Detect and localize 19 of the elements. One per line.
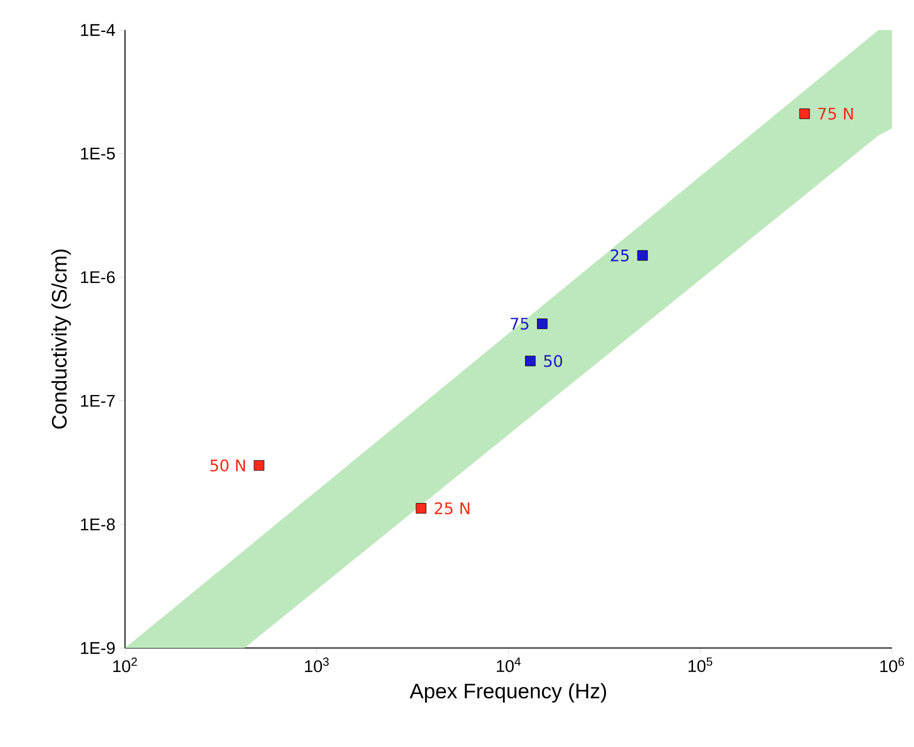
x-tick-label: 10$^{5}$ [688, 658, 712, 672]
x-axis-title: Apex Frequency (Hz) [410, 683, 606, 703]
annotation: 75 N [818, 108, 853, 120]
annotation: 25 N [434, 502, 470, 514]
y-tick-label: 1E-8 [81, 518, 115, 530]
x-tick-label: 10$^{4}$ [496, 658, 521, 672]
y-axis-title: Conductivity (S/cm) [51, 250, 71, 429]
y-tick-label: 1E-9 [81, 642, 115, 654]
y-tick-label: 1E-4 [81, 24, 116, 36]
annotation: 25 [610, 249, 629, 262]
x-tick-label: 10$^{3}$ [305, 658, 329, 672]
annotation: 50 N [210, 459, 245, 472]
y-tick-label: 1E-7 [81, 394, 115, 407]
y-tick-label: 1E-6 [81, 271, 115, 284]
x-tick-label: 10$^{2}$ [113, 658, 137, 672]
annotation: 75 [510, 318, 528, 330]
x-tick-label: 10$^{6}$ [880, 658, 904, 672]
annotation: 50 [544, 354, 562, 368]
y-tick-label: 1E-5 [81, 148, 115, 160]
